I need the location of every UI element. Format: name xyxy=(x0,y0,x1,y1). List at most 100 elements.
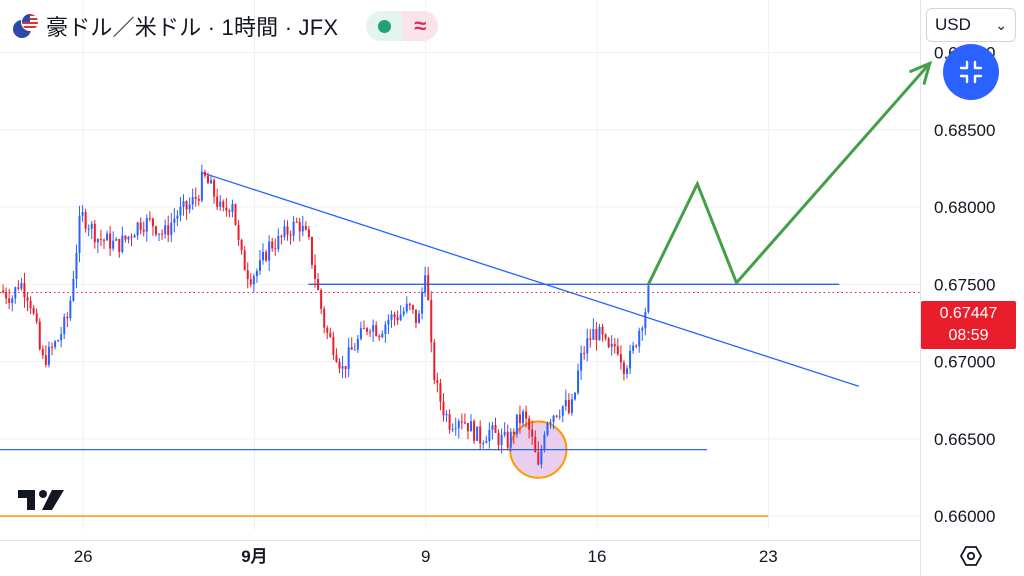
candle-body xyxy=(350,347,353,350)
candle-body xyxy=(644,312,647,329)
candle-body xyxy=(84,212,87,229)
candle-body xyxy=(546,423,549,436)
candle-body xyxy=(390,314,393,320)
y-tick-label: 0.67000 xyxy=(934,353,995,372)
candle-body xyxy=(29,300,32,309)
candle-body xyxy=(460,421,463,423)
candle-body xyxy=(439,383,442,402)
candle-body xyxy=(271,241,274,249)
candle-body xyxy=(399,314,402,321)
candle-body xyxy=(586,338,589,354)
candle-body xyxy=(99,239,102,241)
candle-body xyxy=(393,314,396,318)
candle-body xyxy=(182,201,185,207)
candle-body xyxy=(362,328,365,330)
candle-body xyxy=(23,283,26,298)
candle-body xyxy=(341,366,344,369)
candle-body xyxy=(307,229,310,238)
y-tick-label: 0.66000 xyxy=(934,507,995,526)
candle-body xyxy=(555,415,558,417)
forecast-path xyxy=(647,62,931,286)
x-tick-label: 23 xyxy=(759,547,778,566)
candle-body xyxy=(583,353,586,355)
symbol-title[interactable]: 豪ドル／米ドル · 1時間 · JFX xyxy=(46,15,339,40)
candle-body xyxy=(234,203,237,226)
candle-body xyxy=(408,303,411,306)
status-pill[interactable]: ≈ xyxy=(366,11,439,41)
candle-body xyxy=(344,366,347,370)
candle-body xyxy=(506,431,509,448)
candle-body xyxy=(359,328,362,339)
candle-body xyxy=(72,278,75,301)
candle-body xyxy=(274,248,277,250)
candle-body xyxy=(255,270,258,277)
candle-body xyxy=(78,215,81,253)
candle-body xyxy=(206,175,209,184)
candle-body xyxy=(310,237,313,265)
candle-body xyxy=(216,196,219,207)
audusd-flag-icon xyxy=(12,13,39,39)
candle-body xyxy=(625,368,628,374)
candle-body xyxy=(231,203,234,212)
candle-body xyxy=(268,241,271,261)
candle-body xyxy=(26,297,29,301)
candle-body xyxy=(17,287,20,289)
candle-body xyxy=(252,276,255,285)
candle-body xyxy=(323,308,326,328)
candle-body xyxy=(515,414,518,435)
candle-body xyxy=(243,250,246,271)
candle-body xyxy=(595,328,598,341)
candle-body xyxy=(549,421,552,424)
candle-body xyxy=(479,426,482,444)
candle-body xyxy=(222,201,225,208)
settings-icon[interactable] xyxy=(958,543,984,574)
approx-icon[interactable]: ≈ xyxy=(402,11,439,41)
candle-body xyxy=(476,426,479,441)
collapse-button[interactable] xyxy=(943,44,999,100)
candle-body xyxy=(115,238,118,241)
candle-body xyxy=(295,221,298,223)
candle-body xyxy=(93,223,96,243)
candle-body xyxy=(127,236,130,240)
forecast-arrow xyxy=(647,60,933,286)
price-candles xyxy=(2,164,650,469)
candle-body xyxy=(384,324,387,334)
currency-select[interactable]: USD ⌄ xyxy=(926,8,1016,42)
candle-body xyxy=(142,229,145,232)
candle-body xyxy=(470,421,473,432)
bar-countdown: 08:59 xyxy=(948,327,989,344)
candle-body xyxy=(179,206,182,216)
candle-body xyxy=(130,236,133,238)
time-axis[interactable]: 26 9月 9 16 23 xyxy=(74,547,778,566)
candle-body xyxy=(20,283,23,289)
candle-body xyxy=(219,201,222,207)
candle-body xyxy=(616,346,619,355)
candle-body xyxy=(509,431,512,448)
candle-body xyxy=(494,425,497,433)
candle-body xyxy=(118,238,121,252)
candle-body xyxy=(607,338,610,347)
candle-body xyxy=(225,207,228,211)
candle-body xyxy=(151,218,154,227)
candle-body xyxy=(500,434,503,446)
candle-body xyxy=(451,429,454,431)
candle-body xyxy=(317,278,320,290)
candle-body xyxy=(237,225,240,240)
candle-body xyxy=(427,275,430,300)
candle-body xyxy=(335,355,338,362)
candle-body xyxy=(314,264,317,279)
candle-body xyxy=(488,429,491,442)
x-tick-label: 16 xyxy=(588,547,607,566)
market-open-icon[interactable] xyxy=(366,11,403,41)
chevron-down-icon: ⌄ xyxy=(995,16,1007,33)
candle-body xyxy=(485,441,488,443)
candle-body xyxy=(442,401,445,416)
candle-body xyxy=(512,431,515,435)
x-tick-label: 9 xyxy=(421,547,430,566)
candle-body xyxy=(301,225,304,232)
candle-body xyxy=(112,240,115,249)
price-axis[interactable]: 0.66000 0.66500 0.67000 0.67500 0.68000 0.685… xyxy=(934,44,995,527)
tradingview-logo[interactable] xyxy=(18,488,66,517)
candle-body xyxy=(258,260,261,271)
